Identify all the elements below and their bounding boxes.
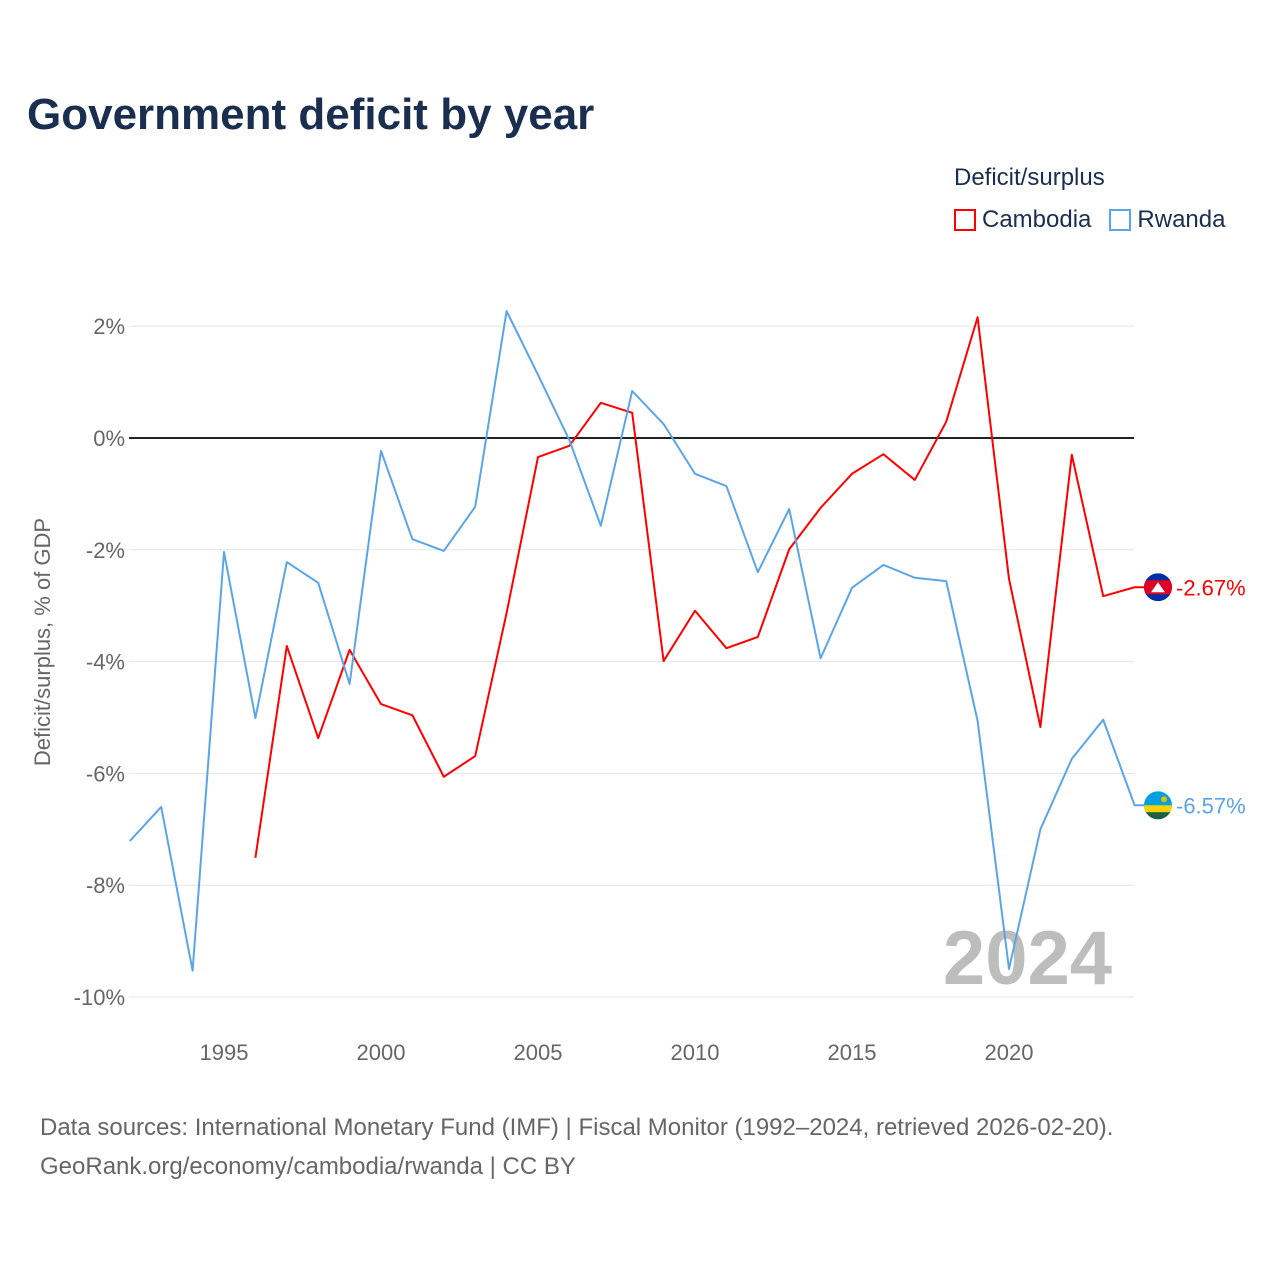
data-point <box>850 585 855 590</box>
data-point <box>1007 576 1012 581</box>
series-line-rwanda <box>129 310 1136 972</box>
data-point <box>755 570 760 575</box>
data-point <box>316 736 321 741</box>
legend-swatch <box>954 209 976 231</box>
y-tick-label: -8% <box>86 873 125 898</box>
data-point <box>410 537 415 542</box>
data-point <box>159 804 164 809</box>
data-point <box>284 560 289 565</box>
data-point <box>724 484 729 489</box>
data-point <box>755 635 760 640</box>
x-tick-label: 2020 <box>985 1040 1034 1065</box>
source-line-2[interactable]: GeoRank.org/economy/cambodia/rwanda | CC… <box>40 1153 576 1180</box>
data-point <box>347 681 352 686</box>
source-line-1: Data sources: International Monetary Fun… <box>40 1114 1114 1141</box>
data-point <box>818 505 823 510</box>
data-point <box>190 968 195 973</box>
data-point <box>1038 725 1043 730</box>
data-point <box>693 608 698 613</box>
data-point <box>912 575 917 580</box>
data-point <box>787 506 792 511</box>
data-point <box>975 315 980 320</box>
data-point <box>253 716 258 721</box>
data-point <box>1101 594 1106 599</box>
legend-title: Deficit/surplus <box>954 164 1105 191</box>
data-point <box>661 659 666 664</box>
x-tick-label: 2010 <box>671 1040 720 1065</box>
data-point <box>284 643 289 648</box>
data-point <box>473 754 478 759</box>
data-point <box>598 400 603 405</box>
data-point <box>473 504 478 509</box>
end-value-label: -6.57% <box>1176 793 1246 818</box>
data-point <box>944 419 949 424</box>
legend-label: Cambodia <box>982 206 1092 233</box>
x-tick-label: 2015 <box>828 1040 877 1065</box>
y-tick-label: -10% <box>74 985 125 1010</box>
data-point <box>912 477 917 482</box>
x-tick-label: 2000 <box>357 1040 406 1065</box>
data-point <box>1101 717 1106 722</box>
data-point <box>1007 967 1012 972</box>
data-point <box>818 656 823 661</box>
y-tick-label: 0% <box>93 426 125 451</box>
data-point <box>630 389 635 394</box>
x-tick-label: 1995 <box>200 1040 249 1065</box>
x-tick-label: 2005 <box>514 1040 563 1065</box>
data-point <box>222 550 227 555</box>
y-tick-label: -2% <box>86 538 125 563</box>
data-point <box>347 647 352 652</box>
legend-item-rwanda[interactable]: Rwanda <box>1109 206 1225 234</box>
data-point <box>881 452 886 457</box>
legend-label: Rwanda <box>1137 206 1226 233</box>
y-axis-label: Deficit/surplus, % of GDP <box>30 518 55 766</box>
data-point <box>504 610 509 615</box>
data-point <box>787 547 792 552</box>
flag-icon-rwanda <box>1144 791 1172 820</box>
data-point <box>536 372 541 377</box>
legend-item-cambodia[interactable]: Cambodia <box>954 206 1091 234</box>
y-tick-label: -4% <box>86 650 125 675</box>
source-note: Data sources: International Monetary Fun… <box>40 1108 1113 1186</box>
data-point <box>724 646 729 651</box>
y-tick-label: -6% <box>86 761 125 786</box>
data-point <box>441 774 446 779</box>
data-point <box>504 309 509 314</box>
data-point <box>944 579 949 584</box>
data-point <box>1069 756 1074 761</box>
data-point <box>316 580 321 585</box>
data-point <box>379 702 384 707</box>
data-point <box>536 455 541 460</box>
series-line-cambodia <box>254 316 1135 858</box>
data-point <box>567 438 572 443</box>
data-point <box>1038 827 1043 832</box>
legend: Cambodia Rwanda <box>954 206 1225 234</box>
flag-icon-cambodia <box>1144 573 1172 602</box>
data-point <box>441 548 446 553</box>
data-point <box>253 855 258 860</box>
data-point <box>127 839 132 844</box>
data-point <box>693 471 698 476</box>
end-value-label: -2.67% <box>1176 575 1246 600</box>
legend-swatch <box>1109 209 1132 231</box>
chart-title: Government deficit by year <box>27 90 595 139</box>
data-point <box>410 713 415 718</box>
year-watermark: 2024 <box>943 916 1112 1001</box>
data-point <box>881 562 886 567</box>
data-point <box>850 471 855 476</box>
data-point <box>661 422 666 427</box>
y-tick-label: 2% <box>93 314 125 339</box>
data-point <box>598 523 603 528</box>
data-point <box>975 718 980 723</box>
data-point <box>630 410 635 415</box>
data-point <box>379 448 384 453</box>
data-point <box>1069 452 1074 457</box>
